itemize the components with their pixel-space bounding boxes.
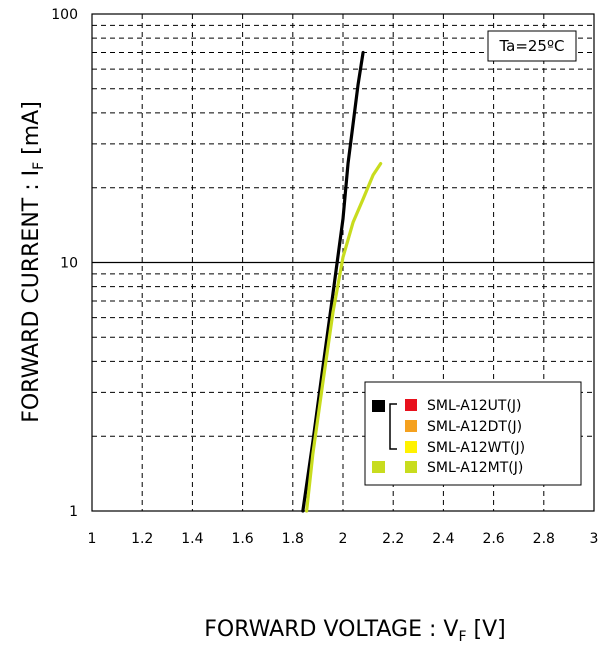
y-tick-label: 100 <box>51 7 78 23</box>
x-axis-title-sub: F <box>458 629 466 645</box>
y-tick-labels: 1 10 100 <box>51 7 78 520</box>
x-axis-title-unit: [V] <box>467 617 506 642</box>
legend-group-bracket <box>389 403 397 450</box>
y-tick-label: 10 <box>60 256 78 272</box>
x-tick-label: 1.4 <box>181 531 203 547</box>
series-line-1 <box>305 162 383 513</box>
legend-swatch-dt <box>405 420 417 432</box>
y-axis-title: FORWARD CURRENT : IF [mA] <box>19 101 47 423</box>
x-tick-label: 2.4 <box>432 531 454 547</box>
legend-label-mt: SML-A12MT(J) <box>427 460 523 476</box>
x-tick-label: 2 <box>339 531 348 547</box>
legend-label-ut: SML-A12UT(J) <box>427 398 522 414</box>
legend-box <box>364 381 582 486</box>
x-axis-title-main: FORWARD VOLTAGE : V <box>204 617 458 642</box>
y-axis-title-sub: F <box>31 162 47 170</box>
x-tick-label: 2.2 <box>382 531 404 547</box>
annotation-box <box>487 30 577 62</box>
annotation-text: Ta=25ºC <box>498 37 564 55</box>
x-tick-label: 1 <box>88 531 97 547</box>
legend-swatch-mt <box>405 461 417 473</box>
legend-swatch-group-line <box>372 400 385 412</box>
legend-swatch-wt <box>405 441 417 453</box>
series-layer <box>301 50 383 513</box>
legend: SML-A12UT(J) SML-A12DT(J) SML-A12WT(J) S… <box>364 381 582 486</box>
x-tick-label: 1.6 <box>231 531 253 547</box>
x-tick-label: 1.8 <box>282 531 304 547</box>
y-axis-title-unit: [mA] <box>19 101 44 162</box>
x-tick-label: 2.8 <box>533 531 555 547</box>
x-tick-labels: 1 1.2 1.4 1.6 1.8 2 2.2 2.4 2.6 2.8 3 <box>88 531 599 547</box>
legend-swatch-ut <box>405 399 417 411</box>
series-line-0 <box>301 50 365 513</box>
plot-frame <box>91 13 595 512</box>
x-axis-title: FORWARD VOLTAGE : VF [V] <box>204 617 505 645</box>
y-axis-title-main: FORWARD CURRENT : I <box>19 170 44 423</box>
x-tick-label: 2.6 <box>482 531 504 547</box>
x-tick-label: 1.2 <box>131 531 153 547</box>
x-tick-label: 3 <box>590 531 599 547</box>
legend-label-dt: SML-A12DT(J) <box>427 419 522 435</box>
y-tick-label: 1 <box>69 504 78 520</box>
legend-label-wt: SML-A12WT(J) <box>427 440 525 456</box>
legend-swatch-mt-line <box>372 461 385 473</box>
